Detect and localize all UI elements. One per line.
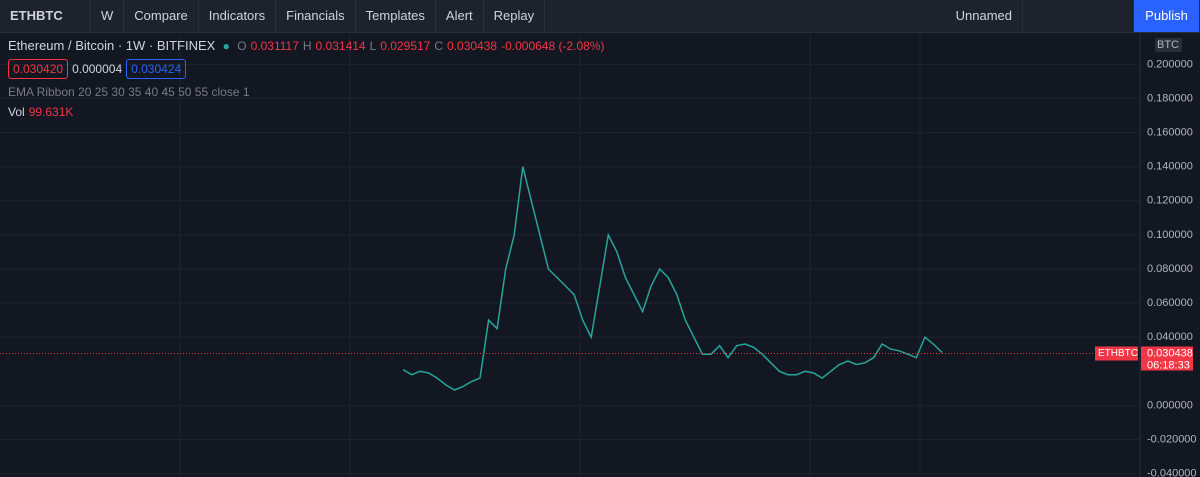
y-tick-label: 0.140000	[1147, 161, 1193, 173]
interval[interactable]: W	[91, 0, 125, 32]
price-line	[402, 166, 943, 391]
h-label: H	[302, 38, 312, 53]
h: 0.031414	[315, 38, 366, 53]
y-tick-label: 0.040000	[1147, 331, 1193, 343]
l-label: L	[369, 38, 377, 53]
o-label: O	[237, 38, 247, 53]
publish[interactable]: Publish	[1134, 0, 1200, 32]
y-tick-label: 0.000000	[1147, 399, 1193, 411]
ask[interactable]: 0.030424	[126, 59, 187, 79]
y-tick-label: 0.120000	[1147, 195, 1193, 207]
symbol[interactable]: ETHBTC	[0, 0, 91, 32]
countdown: 06:18:33	[1147, 359, 1190, 371]
title: Ethereum / Bitcoin · 1W · BITFINEX	[8, 38, 216, 53]
toolbar-button[interactable]: Indicators	[199, 0, 277, 32]
toolbar-button[interactable]: Compare	[124, 0, 199, 32]
currency-box	[1155, 38, 1182, 52]
toolbar-button[interactable]: Templates	[356, 0, 436, 32]
y-tick-label: 0.100000	[1147, 229, 1193, 241]
price-tag: 0.030438	[1147, 347, 1193, 359]
y-tick-label: 0.200000	[1147, 58, 1193, 70]
toolbar-button[interactable]: Replay	[484, 0, 546, 32]
spread: 0.000004	[72, 62, 123, 76]
c-label: C	[434, 38, 444, 53]
y-tick-label: 0.160000	[1147, 127, 1193, 139]
legend: Ethereum / Bitcoin · 1W · BITFINEX ● O 0.…	[8, 38, 605, 119]
toolbar: ETHBTC W Compare Indicators Financials Temp…	[0, 0, 1200, 33]
buttons: Compare Indicators Financials Templates Aler…	[124, 0, 546, 32]
symbol-tag: ETHBTC	[1098, 348, 1138, 359]
indicator[interactable]: EMA Ribbon 20 25 30 35 40 45 50 55 close…	[8, 85, 250, 99]
currency: BTC	[1157, 39, 1179, 51]
y-tick-label: -0.040000	[1147, 467, 1197, 477]
tools	[1023, 0, 1134, 32]
toolbar-button[interactable]: Financials	[276, 0, 356, 32]
y-tick-label: -0.020000	[1147, 433, 1197, 445]
o: 0.031117	[250, 38, 299, 53]
y-tick-label: 0.080000	[1147, 263, 1193, 275]
vol-label: Vol	[8, 105, 25, 119]
vol: 99.631K	[28, 105, 74, 119]
change: -0.000648 (-2.08%)	[501, 38, 605, 53]
y-tick-label: 0.060000	[1147, 297, 1193, 309]
price-tag-bg	[1141, 346, 1193, 371]
symbol-tag-bg	[1095, 346, 1138, 361]
c: 0.030438	[447, 38, 498, 53]
toolbar-button[interactable]: Alert	[436, 0, 484, 32]
bid[interactable]: 0.030420	[8, 59, 69, 79]
y-tick-label: 0.180000	[1147, 92, 1193, 104]
layout-name[interactable]: Unnamed	[946, 0, 1023, 32]
l: 0.029517	[380, 38, 431, 53]
